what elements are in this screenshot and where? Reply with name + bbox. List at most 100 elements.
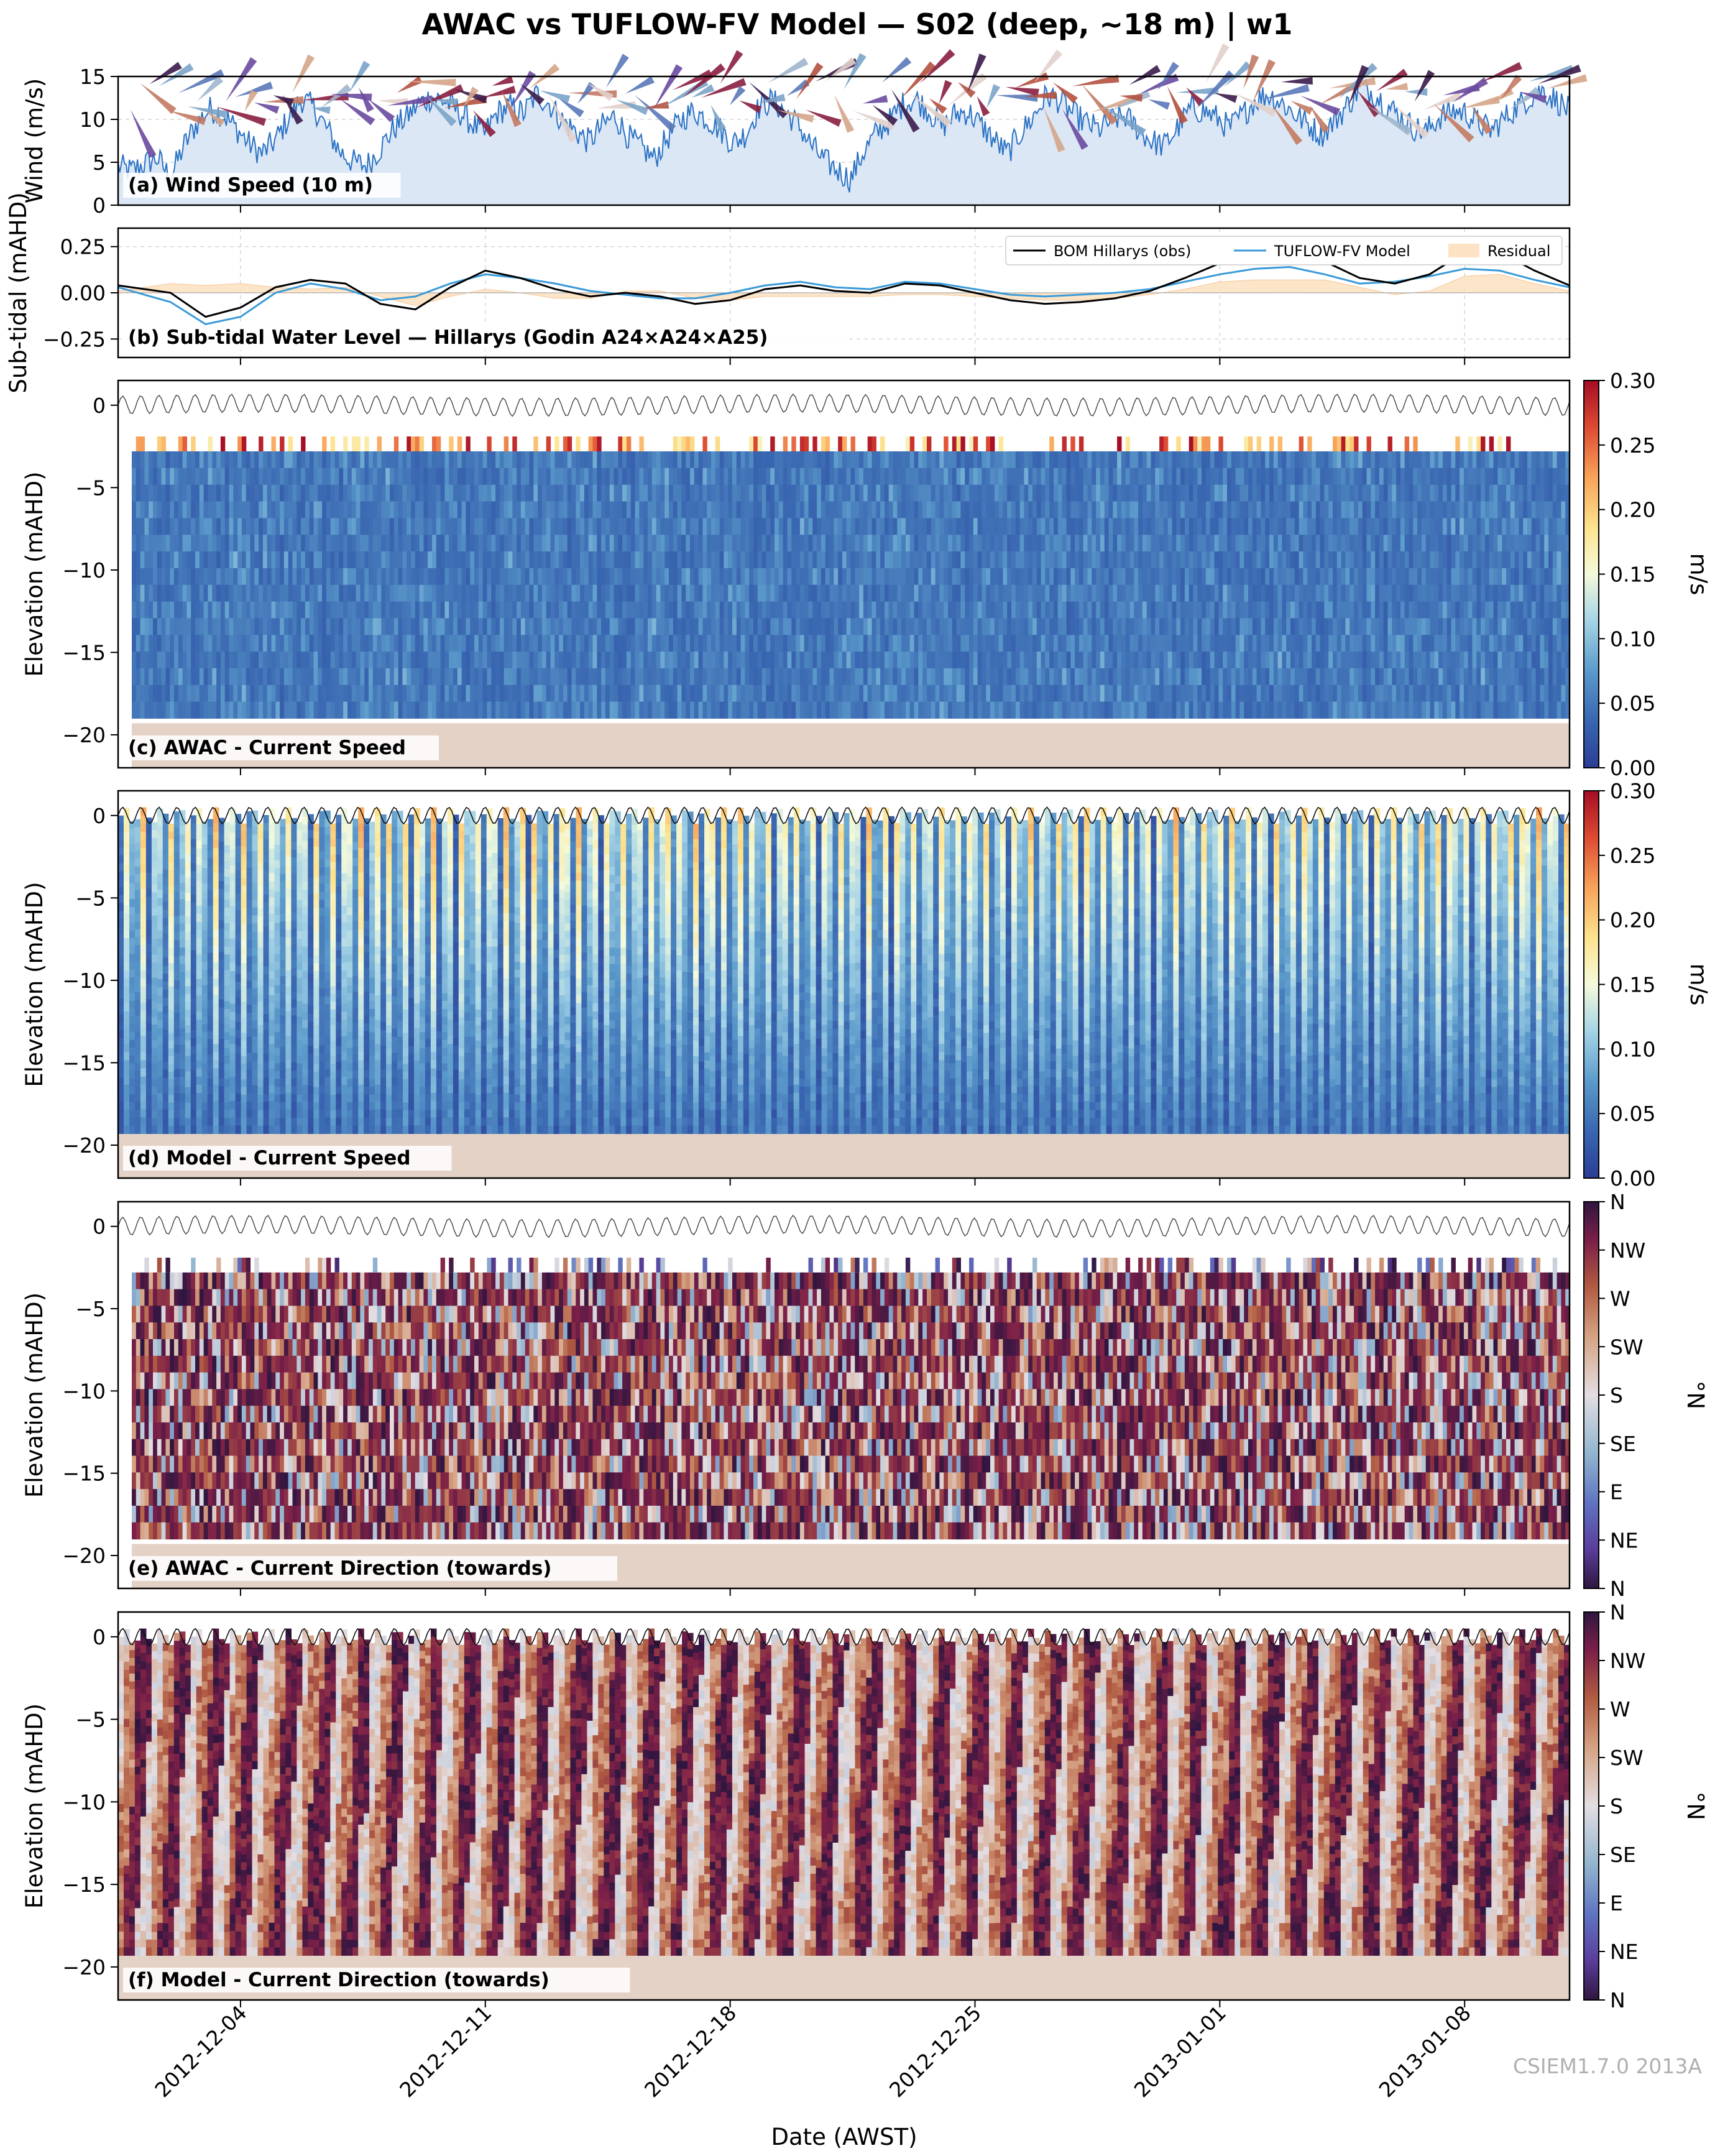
heatmap-cell bbox=[508, 568, 513, 586]
heatmap-cell bbox=[905, 601, 911, 619]
heatmap-cell bbox=[1028, 501, 1033, 518]
heatmap-cell bbox=[1269, 652, 1274, 669]
heatmap-cell bbox=[614, 535, 618, 552]
heatmap-cell bbox=[1049, 535, 1054, 552]
heatmap-cell bbox=[1159, 551, 1164, 569]
heatmap-cell bbox=[626, 551, 632, 569]
heatmap-cell bbox=[994, 635, 1000, 652]
heatmap-cell bbox=[419, 484, 424, 502]
heatmap-cell bbox=[660, 584, 665, 602]
heatmap-cell bbox=[1151, 584, 1156, 602]
heatmap-cell bbox=[283, 484, 289, 502]
heatmap-cell bbox=[1011, 701, 1016, 719]
heatmap-cell bbox=[960, 535, 965, 552]
heatmap-cell bbox=[1252, 584, 1258, 602]
heatmap-cell bbox=[1155, 568, 1160, 586]
heatmap-cell bbox=[567, 701, 572, 719]
heatmap-cell bbox=[609, 618, 615, 635]
heatmap-cell bbox=[170, 468, 175, 486]
wind-arrow bbox=[1281, 76, 1313, 85]
heatmap-cell bbox=[1349, 501, 1354, 518]
heatmap-cell bbox=[935, 684, 940, 703]
wind-arrow bbox=[1253, 59, 1276, 103]
heatmap-cell bbox=[635, 684, 640, 703]
heatmap-cell bbox=[778, 535, 784, 552]
heatmap-cell bbox=[411, 635, 416, 652]
heatmap-cell bbox=[1218, 652, 1223, 669]
heatmap-cell bbox=[369, 684, 374, 703]
heatmap-cell bbox=[546, 701, 551, 719]
heatmap-cell bbox=[440, 584, 445, 602]
heatmap-cell bbox=[525, 584, 530, 602]
heatmap-cell bbox=[1083, 568, 1088, 586]
heatmap-cell bbox=[698, 584, 703, 602]
heatmap-cell bbox=[271, 451, 276, 469]
heatmap-cell bbox=[597, 584, 602, 602]
heatmap-cell bbox=[1286, 668, 1291, 686]
heatmap-cell bbox=[1354, 635, 1359, 652]
wind-arrow bbox=[929, 98, 947, 114]
heatmap-cell bbox=[745, 468, 750, 486]
heatmap-cell bbox=[702, 501, 707, 518]
heatmap-cell bbox=[1307, 451, 1312, 469]
heatmap-cell bbox=[449, 451, 454, 469]
heatmap-cell bbox=[944, 518, 949, 535]
heatmap-cell bbox=[487, 618, 492, 635]
heatmap-cell bbox=[301, 468, 306, 486]
heatmap-cell bbox=[1075, 618, 1080, 635]
heatmap-cell bbox=[846, 451, 852, 469]
heatmap-cell bbox=[1138, 568, 1143, 586]
heatmap-cell bbox=[1333, 568, 1338, 586]
heatmap-cell bbox=[939, 484, 944, 502]
heatmap-cell bbox=[262, 652, 268, 669]
heatmap-cell bbox=[724, 668, 729, 686]
heatmap-cell bbox=[986, 584, 991, 602]
heatmap-cell bbox=[520, 468, 526, 486]
heatmap-cell bbox=[986, 635, 991, 652]
heatmap-cell bbox=[571, 652, 576, 669]
heatmap-cell bbox=[233, 484, 238, 502]
heatmap-cell bbox=[1282, 468, 1287, 486]
heatmap-cell bbox=[986, 468, 991, 486]
heatmap-cell bbox=[1303, 684, 1308, 703]
heatmap-cell bbox=[449, 635, 454, 652]
heatmap-cell bbox=[1214, 668, 1219, 686]
heatmap-cell bbox=[673, 518, 678, 535]
heatmap-cell bbox=[998, 468, 1003, 486]
heatmap-cell bbox=[390, 551, 395, 569]
heatmap-cell bbox=[259, 668, 264, 686]
heatmap-cell bbox=[322, 518, 327, 535]
heatmap-cell bbox=[280, 501, 285, 518]
heatmap-cell bbox=[1244, 436, 1249, 451]
heatmap-cell bbox=[1252, 652, 1258, 669]
heatmap-cell bbox=[170, 518, 175, 535]
heatmap-cell bbox=[1104, 551, 1110, 569]
heatmap-cell bbox=[1113, 684, 1118, 703]
heatmap-cell bbox=[165, 684, 170, 703]
heatmap-cell bbox=[1193, 668, 1198, 686]
wind-arrow bbox=[1082, 84, 1118, 125]
heatmap-cell bbox=[1269, 568, 1274, 586]
heatmap-cell bbox=[1210, 684, 1215, 703]
heatmap-cell bbox=[690, 635, 695, 652]
heatmap-cell bbox=[165, 635, 170, 652]
heatmap-cell bbox=[702, 701, 707, 719]
heatmap-cell bbox=[529, 701, 534, 719]
heatmap-cell bbox=[609, 518, 615, 535]
heatmap-cell bbox=[787, 518, 792, 535]
heatmap-cell bbox=[821, 484, 826, 502]
heatmap-cell bbox=[994, 535, 1000, 552]
heatmap-cell bbox=[799, 652, 805, 669]
heatmap-cell bbox=[246, 601, 251, 619]
heatmap-cell bbox=[381, 518, 386, 535]
heatmap-cell bbox=[846, 551, 852, 569]
heatmap-cell bbox=[1320, 535, 1325, 552]
heatmap-cell bbox=[288, 535, 293, 552]
heatmap-cell bbox=[208, 584, 213, 602]
heatmap-cell bbox=[170, 584, 175, 602]
heatmap-cell bbox=[381, 684, 386, 703]
heatmap-cell bbox=[770, 635, 775, 652]
heatmap-cell bbox=[339, 584, 344, 602]
heatmap-cell bbox=[512, 468, 517, 486]
heatmap-cell bbox=[385, 484, 390, 502]
